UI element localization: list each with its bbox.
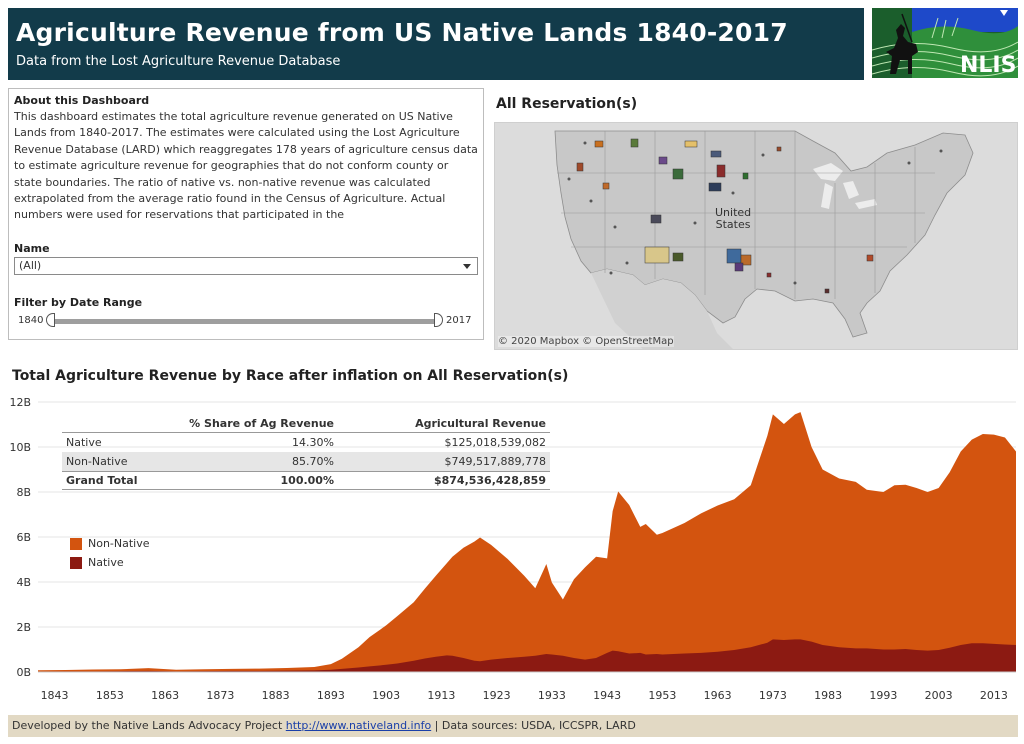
x-tick-label: 1983 xyxy=(814,689,842,702)
chart-title: Total Agriculture Revenue by Race after … xyxy=(12,368,569,384)
y-tick-label: 8B xyxy=(16,486,31,499)
map-attribution: © 2020 Mapbox © OpenStreetMap xyxy=(498,336,674,347)
date-range-end-handle[interactable] xyxy=(434,313,443,327)
y-tick-label: 6B xyxy=(16,531,31,544)
legend-swatch xyxy=(70,556,82,569)
summary-table-header: % Share of Ag Revenue Agricultural Reven… xyxy=(62,414,550,433)
page-title: Agriculture Revenue from US Native Lands… xyxy=(16,18,788,47)
page-subtitle: Data from the Lost Agriculture Revenue D… xyxy=(16,54,341,69)
x-tick-label: 1943 xyxy=(593,689,621,702)
name-dropdown-value: (All) xyxy=(19,259,42,272)
x-tick-label: 1893 xyxy=(317,689,345,702)
us-map-graphic xyxy=(495,123,1017,349)
native-area xyxy=(38,639,1016,672)
date-range-slider[interactable] xyxy=(49,319,437,324)
date-range-label: Filter by Date Range xyxy=(14,296,143,309)
x-tick-label: 1903 xyxy=(372,689,400,702)
footer-prefix: Developed by the Native Lands Advocacy P… xyxy=(12,719,286,732)
y-tick-label: 12B xyxy=(9,396,31,409)
x-tick-label: 1863 xyxy=(151,689,179,702)
footer-link[interactable]: http://www.nativeland.info xyxy=(285,719,432,732)
nlis-logo: NLIS xyxy=(872,8,1018,78)
x-tick-label: 1853 xyxy=(96,689,124,702)
x-tick-label: 2013 xyxy=(980,689,1008,702)
x-tick-label: 1913 xyxy=(427,689,455,702)
y-tick-label: 10B xyxy=(9,441,31,454)
x-tick-label: 1923 xyxy=(483,689,511,702)
logo-text: NLIS xyxy=(960,53,1016,78)
reservation-map[interactable]: United States © 2020 Mapbox © OpenStreet… xyxy=(494,122,1018,350)
area-chart-svg: 0B 2B 4B 6B 8B 10B 12B 1843 1853 1863 1873 1883 1893… xyxy=(9,396,1016,702)
name-dropdown[interactable]: (All) xyxy=(14,257,478,275)
x-tick-label: 1873 xyxy=(206,689,234,702)
about-text: This dashboard estimates the total agric… xyxy=(14,110,478,222)
legend-item-native[interactable]: Native xyxy=(70,553,150,572)
x-tick-label: 1993 xyxy=(869,689,897,702)
x-tick-label: 1953 xyxy=(648,689,676,702)
about-heading: About this Dashboard xyxy=(14,94,150,107)
table-row-total: Grand Total 100.00% $874,536,428,859 xyxy=(62,471,550,490)
footer-suffix: | Data sources: USDA, ICCSPR, LARD xyxy=(431,719,636,732)
non-native-area xyxy=(38,412,1016,672)
x-tick-label: 1933 xyxy=(538,689,566,702)
chart-legend: Non-Native Native xyxy=(70,534,150,572)
summary-table: % Share of Ag Revenue Agricultural Reven… xyxy=(62,414,550,490)
dashboard-header: Agriculture Revenue from US Native Lands… xyxy=(8,8,864,80)
table-row: Native 14.30% $125,018,539,082 xyxy=(66,436,546,449)
horse-rider-icon xyxy=(886,24,918,74)
y-tick-label: 0B xyxy=(16,666,31,679)
x-tick-label: 1883 xyxy=(262,689,290,702)
x-tick-label: 1843 xyxy=(41,689,69,702)
name-filter-label: Name xyxy=(14,242,50,255)
date-range-max: 2017 xyxy=(446,315,472,326)
date-range-start-handle[interactable] xyxy=(46,313,55,327)
footer: Developed by the Native Lands Advocacy P… xyxy=(8,715,1018,737)
revenue-column-header: Agricultural Revenue xyxy=(415,416,546,430)
logo-graphic: NLIS xyxy=(872,8,1018,78)
y-tick-label: 2B xyxy=(16,621,31,634)
x-tick-label: 1973 xyxy=(759,689,787,702)
map-title: All Reservation(s) xyxy=(496,96,638,112)
y-tick-label: 4B xyxy=(16,576,31,589)
table-row: Non-Native 85.70% $749,517,889,778 xyxy=(62,452,550,471)
legend-swatch xyxy=(70,537,82,550)
date-range-min: 1840 xyxy=(18,315,44,326)
revenue-area-chart: 0B 2B 4B 6B 8B 10B 12B 1843 1853 1863 1873 1883 1893… xyxy=(0,390,1024,710)
legend-item-non-native[interactable]: Non-Native xyxy=(70,534,150,553)
share-column-header: % Share of Ag Revenue xyxy=(189,416,334,430)
about-panel: About this Dashboard This dashboard esti… xyxy=(8,88,484,340)
x-tick-label: 1963 xyxy=(704,689,732,702)
x-tick-label: 2003 xyxy=(925,689,953,702)
map-country-label: United States xyxy=(715,206,752,231)
dropdown-caret-icon xyxy=(463,264,471,269)
